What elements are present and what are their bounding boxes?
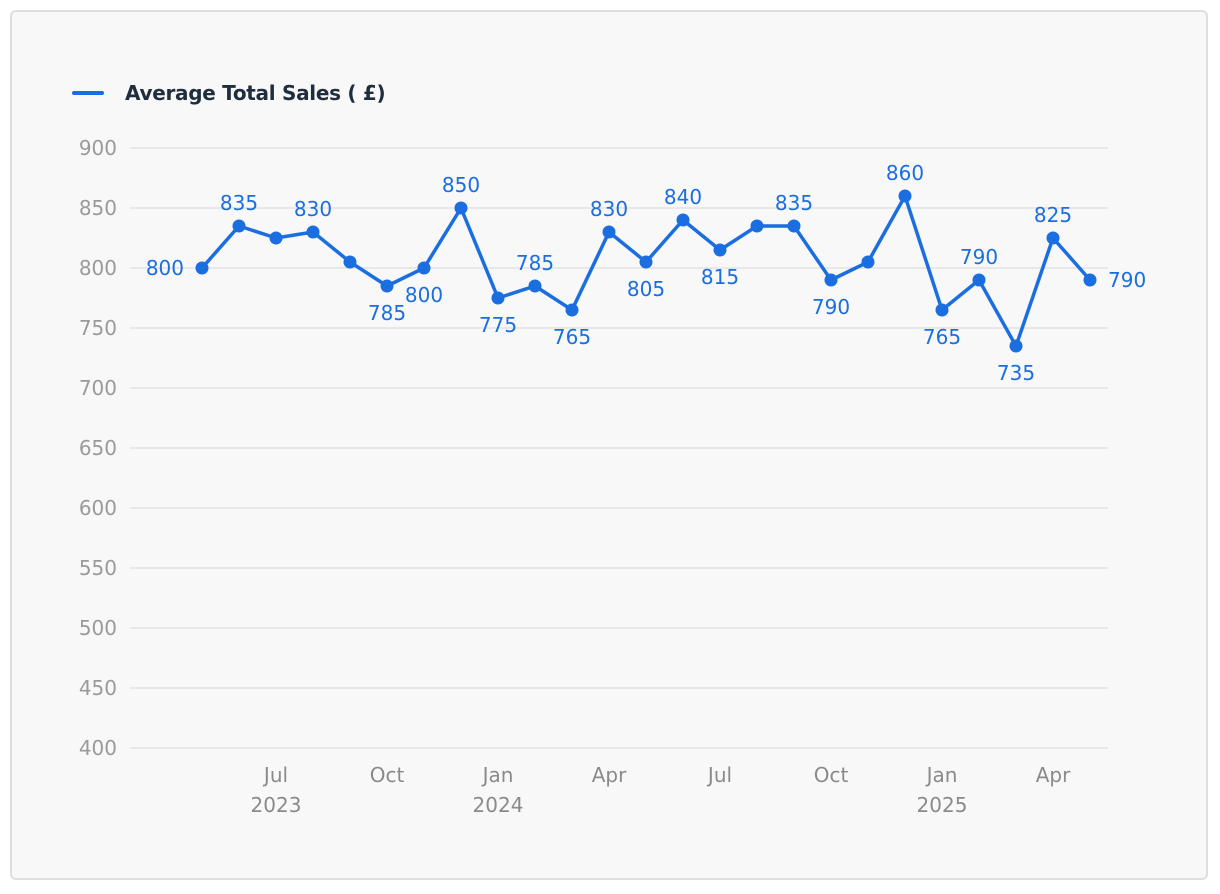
data-point [380,279,394,293]
data-point [602,225,616,239]
data-point [824,273,838,287]
data-label: 815 [701,265,739,289]
data-point [491,291,505,305]
data-point [565,303,579,317]
x-tick-label: Apr [592,763,627,787]
data-label: 800 [405,283,443,307]
data-label: 835 [220,191,258,215]
data-point [676,213,690,227]
data-point [343,255,357,269]
data-label: 860 [886,161,924,185]
x-tick-label: Jan [925,763,958,787]
data-point [454,201,468,215]
legend-label: Average Total Sales ( £) [125,81,386,105]
data-point [787,219,801,233]
data-point [861,255,875,269]
data-point [713,243,727,257]
legend-line-swatch [72,91,104,95]
y-tick-label: 650 [79,436,117,460]
data-point [750,219,764,233]
y-tick-label: 450 [79,676,117,700]
data-label: 805 [627,277,665,301]
data-label: 840 [664,185,702,209]
series-line [200,194,1092,348]
data-label: 765 [923,325,961,349]
y-tick-label: 750 [79,316,117,340]
data-label: 835 [775,191,813,215]
data-point [972,273,986,287]
data-label: 800 [146,256,184,280]
chart-card [10,10,1208,880]
data-point [1009,339,1023,353]
y-tick-label: 400 [79,736,117,760]
data-point [232,219,246,233]
data-point [195,261,209,275]
data-point [528,279,542,293]
y-tick-label: 800 [79,256,117,280]
data-point [417,261,431,275]
x-tick-year-label: 2025 [917,793,968,817]
x-tick-label: Oct [370,763,405,787]
x-tick-label: Jul [706,763,732,787]
x-tick-label: Jan [481,763,514,787]
data-point [269,231,283,245]
data-label: 775 [479,313,517,337]
x-tick-year-label: 2023 [251,793,302,817]
x-tick-label: Apr [1036,763,1071,787]
y-tick-label: 700 [79,376,117,400]
data-label: 790 [812,295,850,319]
data-label: 825 [1034,203,1072,227]
data-label: 790 [960,245,998,269]
data-point [306,225,320,239]
data-label: 830 [590,197,628,221]
y-tick-label: 850 [79,196,117,220]
data-label: 850 [442,173,480,197]
data-point [1083,273,1097,287]
data-point [639,255,653,269]
y-tick-label: 900 [79,136,117,160]
data-label: 785 [516,251,554,275]
data-point [898,189,912,203]
data-label: 830 [294,197,332,221]
data-label: 785 [368,301,406,325]
x-tick-label: Oct [814,763,849,787]
data-label: 735 [997,361,1035,385]
data-label: 765 [553,325,591,349]
data-label: 790 [1108,268,1146,292]
y-tick-label: 550 [79,556,117,580]
y-tick-label: 600 [79,496,117,520]
data-point [1046,231,1060,245]
data-point [935,303,949,317]
y-tick-label: 500 [79,616,117,640]
chart-legend[interactable]: Average Total Sales ( £) [72,78,386,108]
x-tick-year-label: 2024 [473,793,524,817]
x-tick-label: Jul [262,763,288,787]
